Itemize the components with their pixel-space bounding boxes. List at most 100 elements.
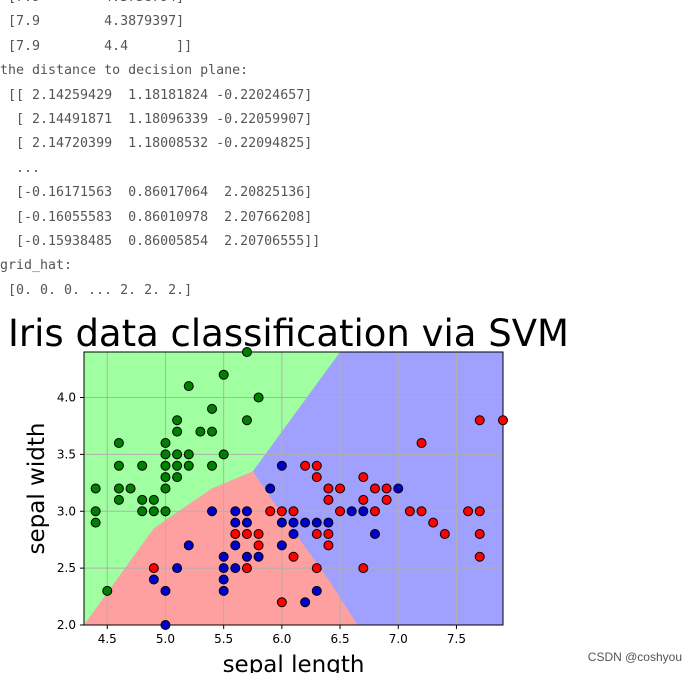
point-versicolor <box>358 563 369 574</box>
point-versicolor <box>323 494 334 505</box>
point-setosa <box>253 392 264 403</box>
point-virginica <box>230 540 241 551</box>
point-setosa <box>172 472 183 483</box>
y-tick-label: 4.0 <box>57 391 76 405</box>
point-setosa <box>90 506 101 517</box>
scatter-chart: 4.5 5.0 5.5 6.0 6.5 7.0 7.5 2.0 2.5 3.0 3.5 4.0 sepa… <box>24 347 508 673</box>
point-virginica <box>276 517 287 528</box>
point-versicolor <box>241 529 252 539</box>
point-setosa <box>113 494 124 505</box>
console-line: [-0.16171563 0.86017064 2.20825136] <box>0 185 313 201</box>
point-versicolor <box>474 415 485 426</box>
point-setosa <box>137 460 148 471</box>
console-line: [[ 2.14259429 1.18181824 -0.22024657] <box>0 87 313 103</box>
point-virginica <box>265 483 276 494</box>
console-line: grid_hat: <box>0 258 73 274</box>
point-virginica <box>276 540 287 551</box>
point-virginica <box>160 585 171 596</box>
point-setosa <box>172 415 183 426</box>
point-virginica <box>311 585 322 596</box>
point-setosa <box>160 472 171 483</box>
point-versicolor <box>369 506 380 517</box>
point-versicolor <box>265 506 276 517</box>
x-tick-label: 5.0 <box>156 632 175 646</box>
y-axis-label: sepal width <box>24 423 50 555</box>
point-setosa <box>207 426 218 437</box>
point-setosa <box>160 438 171 448</box>
point-virginica <box>230 506 241 517</box>
point-versicolor <box>311 460 322 471</box>
point-virginica <box>148 574 159 585</box>
point-setosa <box>160 483 171 494</box>
point-versicolor <box>335 483 346 494</box>
point-versicolor <box>311 529 322 539</box>
chart-title: Iris data classification via SVM <box>8 312 569 355</box>
point-versicolor <box>148 563 159 574</box>
point-setosa <box>172 460 183 471</box>
point-virginica <box>218 585 229 596</box>
console-line: [7.9 4.3758794] <box>0 0 184 8</box>
point-versicolor <box>381 483 392 494</box>
point-versicolor <box>276 597 287 608</box>
point-setosa <box>172 426 183 437</box>
point-versicolor <box>253 529 264 539</box>
point-virginica <box>276 460 287 471</box>
point-setosa <box>137 494 148 505</box>
point-versicolor <box>311 563 322 574</box>
point-setosa <box>113 460 124 471</box>
point-virginica <box>207 506 218 517</box>
point-setosa <box>241 347 252 357</box>
point-versicolor <box>358 494 369 505</box>
point-versicolor <box>358 472 369 483</box>
point-virginica <box>218 563 229 574</box>
point-virginica <box>172 563 183 574</box>
point-virginica <box>218 574 229 585</box>
point-versicolor <box>300 460 311 471</box>
point-versicolor <box>463 506 474 517</box>
point-setosa <box>207 460 218 471</box>
point-setosa <box>148 494 159 505</box>
x-axis-label: sepal length <box>223 652 365 673</box>
plot-frame <box>83 351 504 626</box>
point-versicolor <box>323 529 334 539</box>
point-versicolor <box>253 540 264 551</box>
point-versicolor <box>416 506 427 517</box>
point-versicolor <box>241 563 252 574</box>
point-setosa <box>113 483 124 494</box>
console-line: [7.9 4.3879397] <box>0 14 185 30</box>
point-virginica <box>346 506 357 517</box>
point-setosa <box>113 438 124 448</box>
point-setosa <box>183 381 194 392</box>
point-versicolor <box>381 494 392 505</box>
point-setosa <box>218 369 229 380</box>
point-setosa <box>218 449 229 460</box>
point-setosa <box>172 449 183 460</box>
point-versicolor <box>474 551 485 562</box>
point-versicolor <box>439 529 450 539</box>
point-versicolor <box>404 506 415 517</box>
point-virginica <box>241 551 252 562</box>
watermark: CSDN @coshyou <box>587 650 682 664</box>
y-tick-label: 3.0 <box>57 504 76 518</box>
y-tick-label: 2.5 <box>57 561 76 575</box>
point-setosa <box>160 449 171 460</box>
point-versicolor <box>335 506 346 517</box>
console-line: [-0.15938485 0.86005854 2.20706555]] <box>0 234 321 249</box>
point-versicolor <box>276 506 287 517</box>
region-versicolor <box>84 471 358 625</box>
point-setosa <box>183 449 194 460</box>
x-tick-label: 4.5 <box>98 632 117 646</box>
point-setosa <box>195 426 206 437</box>
decision-regions <box>84 352 358 625</box>
point-setosa <box>102 585 113 596</box>
point-virginica <box>241 517 252 528</box>
console-line: [0. 0. 0. ... 2. 2. 2.] <box>0 282 193 298</box>
chart-area: Iris data classification via SVM 4.5 5.0 5… <box>0 305 698 673</box>
y-tick-label: 2.0 <box>57 618 76 632</box>
point-virginica <box>323 517 334 528</box>
point-virginica <box>288 517 299 528</box>
x-tick-label: 6.5 <box>331 632 350 646</box>
point-setosa <box>183 460 194 471</box>
point-virginica <box>183 540 194 551</box>
point-versicolor <box>474 529 485 539</box>
